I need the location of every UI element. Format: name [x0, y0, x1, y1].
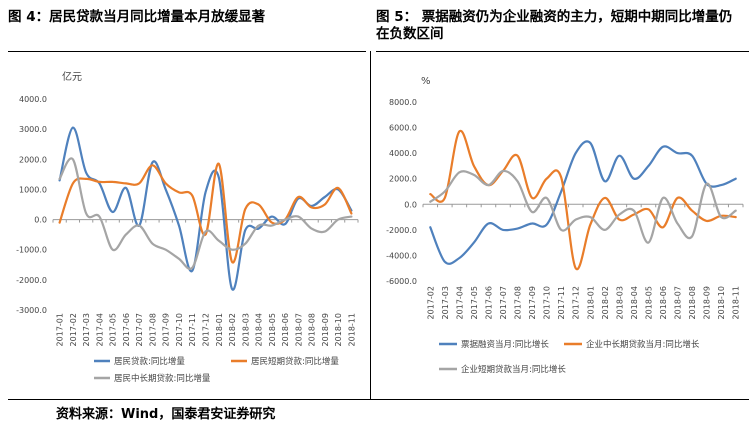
left-x-tick-label: 2018-03 — [241, 313, 250, 346]
right-x-tick-label: 2018-05 — [644, 286, 653, 319]
left-y-tick-label: 4000.0 — [19, 95, 47, 104]
right-x-tick-label: 2017-04 — [455, 286, 464, 319]
left-x-tick-label: 2018-01 — [215, 313, 224, 346]
left-series-line-3 — [58, 157, 353, 270]
header-rule-right — [376, 51, 749, 52]
right-x-tick-label: 2017-07 — [499, 286, 508, 319]
left-x-tick-label: 2018-05 — [268, 313, 277, 346]
right-y-tick-label: -2000.0 — [386, 226, 417, 235]
right-y-tick-label: 8000.0 — [389, 98, 417, 107]
left-x-tick-label: 2017-02 — [69, 313, 78, 346]
right-x-tick-label: 2018-01 — [586, 286, 595, 319]
right-x-tick-label: 2017-10 — [543, 286, 552, 319]
left-x-tick-label: 2017-10 — [175, 313, 184, 346]
left-x-tick-label: 2018-08 — [308, 313, 317, 346]
right-figure-title-line1: 图 5： 票据融资仍为企业融资的主力，短期中期同比增量仍 — [376, 9, 733, 25]
right-x-tick-label: 2017-11 — [557, 286, 566, 319]
left-figure-title: 图 4：居民贷款当月同比增量本月放缓显著 — [8, 9, 265, 26]
left-x-tick-label: 2017-04 — [95, 313, 104, 346]
right-x-tick-label: 2018-09 — [703, 286, 712, 319]
right-x-tick-label: 2017-03 — [441, 286, 450, 319]
left-x-tick-label: 2018-10 — [334, 313, 343, 346]
left-x-tick-label: 2017-07 — [135, 313, 144, 346]
left-x-tick-label: 2017-11 — [188, 313, 197, 346]
right-x-tick-label: 2017-02 — [426, 286, 435, 319]
left-x-tick-label: 2017-03 — [82, 313, 91, 346]
right-x-tick-label: 2018-08 — [688, 286, 697, 319]
right-x-tick-label: 2017-08 — [514, 286, 523, 319]
left-x-tick-label: 2018-04 — [255, 313, 264, 346]
right-figure-title: 图 5： 票据融资仍为企业融资的主力，短期中期同比增量仍 在负数区间 — [376, 9, 732, 43]
left-y-tick-label: -3000.0 — [16, 306, 47, 315]
left-x-tick-label: 2018-11 — [347, 313, 356, 346]
left-line-chart: 亿元 -3000.0 -2000.0 -1000.0 0.0 1000.0 2000.0 30… — [16, 70, 359, 384]
right-unit-label: % — [421, 76, 431, 87]
left-legend-label-2: 居民短期贷款:同比增量 — [251, 356, 339, 367]
left-x-tick-label: 2017-12 — [202, 313, 211, 346]
left-y-tick-label: -1000.0 — [16, 246, 47, 255]
left-legend-label-1: 居民贷款:同比增量 — [114, 356, 185, 367]
left-x-tick-label: 2018-02 — [228, 313, 237, 346]
source-note: 资料来源：Wind，国泰君安证券研究 — [56, 407, 276, 422]
right-x-tick-label: 2018-10 — [717, 286, 726, 319]
left-x-tick-label: 2017-06 — [122, 313, 131, 346]
right-x-tick-label: 2018-06 — [659, 286, 668, 319]
right-series-line-3 — [429, 169, 737, 244]
right-x-tick-label: 2018-03 — [615, 286, 624, 319]
left-figure-title-text: 图 4：居民贷款当月同比增量本月放缓显著 — [8, 9, 266, 25]
right-legend-label-2: 企业中长期贷款当月:同比增长 — [586, 339, 700, 350]
right-x-tick-label: 2017-05 — [470, 286, 479, 319]
right-y-tick-label: -4000.0 — [386, 251, 417, 260]
column-divider — [370, 51, 371, 399]
left-legend-label-3: 居民中长期贷款:同比增量 — [114, 373, 211, 384]
right-series-line-2 — [429, 129, 737, 271]
right-x-tick-label: 2017-12 — [572, 286, 581, 319]
right-legend-label-3: 企业短期贷款当月:同比增长 — [461, 364, 566, 375]
right-y-tick-label: -6000.0 — [386, 277, 417, 286]
header-rule-left — [8, 51, 366, 52]
right-y-tick-label: 0.0 — [404, 200, 417, 209]
left-y-tick-label: 1000.0 — [19, 185, 47, 194]
right-series-line-1 — [429, 140, 737, 265]
left-x-tick-label: 2017-05 — [109, 313, 118, 346]
left-y-tick-label: 3000.0 — [19, 125, 47, 134]
right-figure-title-line2: 在负数区间 — [376, 26, 444, 42]
right-x-tick-label: 2018-07 — [674, 286, 683, 319]
right-line-chart: % -6000.0 -4000.0 -2000.0 0.0 2000.0 4000.0 600… — [386, 76, 744, 375]
left-y-tick-label: -2000.0 — [16, 276, 47, 285]
left-series-line-2 — [58, 162, 353, 264]
left-y-tick-label: 0.0 — [34, 216, 47, 225]
left-unit-label: 亿元 — [62, 70, 82, 83]
left-x-tick-label: 2017-09 — [162, 313, 171, 346]
right-x-tick-label: 2018-04 — [630, 286, 639, 319]
right-y-tick-label: 6000.0 — [389, 124, 417, 133]
right-y-tick-label: 4000.0 — [389, 149, 417, 158]
left-x-tick-label: 2017-01 — [56, 313, 65, 346]
right-legend-label-1: 票据融资当月:同比增长 — [461, 339, 549, 350]
right-x-tick-label: 2017-09 — [528, 286, 537, 319]
right-x-tick-label: 2018-02 — [601, 286, 610, 319]
right-x-tick-label: 2017-06 — [484, 286, 493, 319]
left-x-tick-label: 2018-07 — [294, 313, 303, 346]
left-x-tick-label: 2018-09 — [321, 313, 330, 346]
right-x-tick-label: 2018-11 — [732, 286, 741, 319]
right-y-tick-label: 2000.0 — [389, 175, 417, 184]
left-x-tick-label: 2017-08 — [148, 313, 157, 346]
left-series-line-1 — [58, 126, 353, 291]
footer-rule — [8, 399, 749, 400]
left-x-tick-label: 2018-06 — [281, 313, 290, 346]
left-y-tick-label: 2000.0 — [19, 155, 47, 164]
